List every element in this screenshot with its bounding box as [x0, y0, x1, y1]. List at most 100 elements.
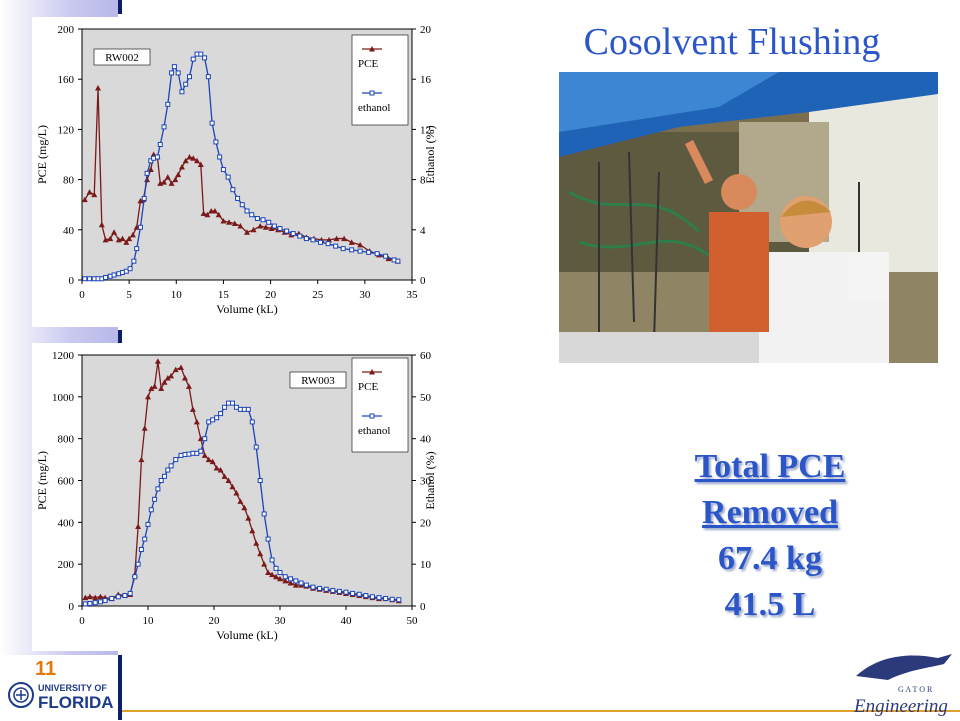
ethanol-data-point	[182, 452, 188, 458]
ethanol-data-point	[265, 536, 271, 542]
pce-data-point	[119, 235, 126, 242]
ethanol-data-point	[109, 595, 115, 601]
pce-data-point	[172, 176, 179, 183]
pce-data-point	[92, 594, 99, 601]
uf-line1: UNIVERSITY OF	[38, 683, 107, 693]
pce-data-point	[237, 498, 244, 504]
ethanol-data-point	[82, 601, 88, 607]
pce-data-point	[158, 385, 165, 391]
ethanol-data-point	[165, 467, 171, 473]
pce-data-point	[244, 229, 250, 235]
pce-data-point	[200, 210, 207, 216]
ethanol-data-point	[350, 590, 356, 596]
pce-data-point	[148, 385, 155, 391]
ethanol-data-point	[298, 580, 304, 586]
ethanol-data-point	[229, 400, 235, 406]
pce-data-point	[209, 458, 216, 465]
pce-data-point	[178, 364, 184, 371]
ethanol-data-point	[239, 202, 245, 208]
vertical-divider-top	[118, 0, 122, 14]
ethanol-data-point	[213, 139, 219, 145]
pce-data-point	[161, 179, 168, 185]
pce-data-point	[221, 473, 228, 479]
pce-data-point	[326, 236, 333, 243]
ethanol-data-point	[137, 224, 143, 230]
x-tick-label: 30	[275, 615, 287, 627]
ethanol-data-point	[363, 593, 369, 599]
ethanol-data-point	[257, 478, 263, 483]
ethanol-data-point	[155, 486, 161, 492]
ethanol-data-point	[245, 406, 251, 412]
x-tick-label: 20	[265, 289, 277, 301]
y-tick-label: 1200	[52, 350, 75, 362]
ethanol-data-point	[209, 120, 215, 126]
legend-marker	[369, 369, 375, 375]
pce-data-point	[97, 593, 104, 600]
ethanol-data-point	[190, 56, 196, 62]
ethanol-data-point	[144, 170, 150, 176]
ethanol-data-point	[115, 594, 121, 600]
pce-data-point	[98, 221, 105, 228]
y-tick-label: 40	[63, 225, 75, 237]
pce-data-point	[287, 579, 294, 586]
y2-tick-label: 8	[420, 175, 426, 187]
ethanol-data-point	[226, 400, 232, 406]
ethanol-data-point	[218, 411, 224, 417]
pce-data-point	[269, 571, 276, 578]
pce-data-point	[168, 372, 175, 379]
ethanol-data-point	[395, 258, 401, 264]
ethanol-data-point	[356, 591, 362, 597]
ethanol-data-point	[284, 228, 290, 234]
ethanol-data-point	[178, 452, 184, 458]
pce-data-point	[164, 174, 171, 180]
ethanol-data-point	[389, 596, 395, 602]
ethanol-data-point	[271, 223, 277, 229]
university-of-florida-logo: UNIVERSITY OF FLORIDA	[8, 678, 118, 712]
pce-data-point	[141, 425, 148, 431]
ethanol-data-point	[169, 70, 175, 76]
pce-data-point	[190, 155, 197, 161]
x-tick-label: 20	[209, 615, 221, 627]
x-tick-label: 50	[407, 615, 419, 627]
legend-label: PCE	[358, 381, 378, 393]
y2-tick-label: 40	[420, 434, 432, 446]
pce-data-point	[154, 358, 161, 364]
ethanol-data-point	[241, 406, 247, 412]
ethanol-data-point	[148, 158, 154, 164]
pce-data-point	[86, 593, 93, 600]
y2-tick-label: 30	[420, 476, 432, 488]
ethanol-data-point	[336, 588, 342, 594]
ethanol-data-point	[179, 89, 185, 95]
ethanol-data-point	[235, 195, 241, 201]
ethanol-data-point	[383, 595, 389, 601]
ethanol-data-point	[396, 597, 402, 603]
ethanol-data-point	[273, 565, 279, 571]
ethanol-data-point	[293, 578, 299, 584]
ethanol-data-point	[383, 253, 389, 259]
x-tick-label: 35	[407, 289, 419, 301]
total-line2: Removed	[702, 494, 838, 531]
y-tick-label: 200	[58, 559, 75, 571]
slide-number: 11	[35, 658, 57, 680]
y-tick-label: 400	[58, 517, 75, 529]
pce-data-point	[257, 223, 264, 229]
pce-data-point	[201, 452, 208, 458]
ethanol-data-point	[157, 141, 163, 147]
legend-label: ethanol	[358, 102, 390, 114]
y2-tick-label: 20	[420, 24, 432, 36]
x-tick-label: 0	[79, 615, 85, 627]
pce-data-point	[213, 464, 220, 471]
pce-data-point	[237, 223, 244, 229]
pce-data-point	[175, 171, 182, 178]
ethanol-data-point	[297, 233, 303, 239]
ethanol-data-point	[310, 584, 316, 590]
pce-data-point	[217, 467, 224, 473]
ethanol-data-point	[171, 64, 177, 70]
pce-data-point	[241, 504, 248, 511]
total-volume: 41.5 L	[724, 586, 816, 623]
pce-data-point	[161, 379, 168, 385]
ethanol-data-point	[198, 448, 204, 454]
pce-data-point	[249, 527, 256, 534]
x-tick-label: 5	[126, 289, 132, 301]
pce-data-point	[385, 255, 392, 262]
